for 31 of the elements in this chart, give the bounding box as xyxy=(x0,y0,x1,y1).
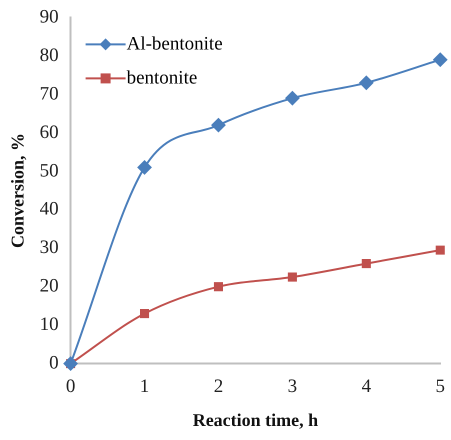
point xyxy=(433,52,448,67)
y-tick-label: 0 xyxy=(49,352,59,374)
point xyxy=(64,356,78,371)
x-tick-label: 1 xyxy=(140,376,150,397)
legend-label: bentonite xyxy=(126,67,198,88)
x-tick-label: 0 xyxy=(66,376,76,397)
y-tick-label: 90 xyxy=(40,6,59,28)
point xyxy=(288,272,297,282)
point xyxy=(140,309,150,318)
point xyxy=(285,91,300,106)
point xyxy=(138,160,152,174)
y-axis-title: Conversion, % xyxy=(7,132,28,248)
y-tick-label: 70 xyxy=(40,83,59,104)
point xyxy=(211,118,226,132)
y-tick-label: 10 xyxy=(40,314,59,336)
point xyxy=(362,259,371,268)
point xyxy=(214,282,223,292)
y-tick-label: 40 xyxy=(40,198,59,220)
y-tick-label: 30 xyxy=(40,237,59,258)
point xyxy=(436,246,445,255)
y-tick-label: 20 xyxy=(40,276,59,297)
y-tick-label: 60 xyxy=(40,122,59,143)
x-axis-title: Reaction time, h xyxy=(192,410,318,430)
y-tick-label: 80 xyxy=(40,44,59,66)
point xyxy=(359,76,374,90)
legend-label: Al-bentonite xyxy=(126,33,223,54)
x-tick-label: 3 xyxy=(288,376,298,397)
x-tick-label: 4 xyxy=(362,376,372,397)
y-tick-label: 50 xyxy=(40,160,59,182)
x-tick-label: 2 xyxy=(214,376,224,397)
x-tick-label: 5 xyxy=(436,376,445,397)
